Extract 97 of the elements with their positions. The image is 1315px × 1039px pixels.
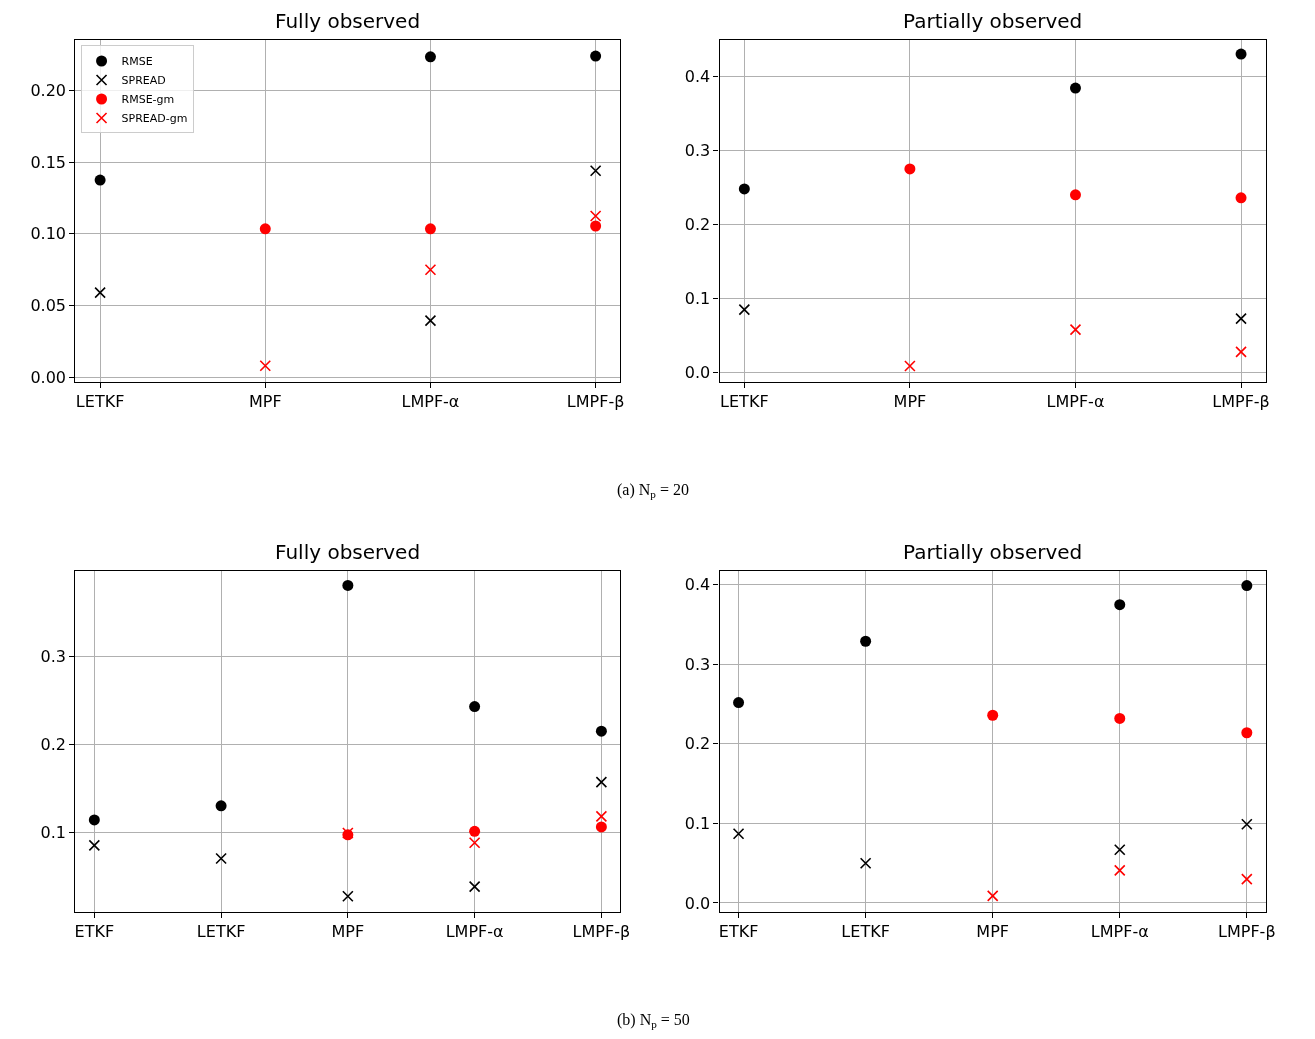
point <box>1241 873 1253 885</box>
y-tick-label: 0.4 <box>684 66 711 86</box>
chart-title: Partially observed <box>903 540 1083 564</box>
point <box>904 360 916 372</box>
point <box>424 263 437 276</box>
point <box>94 174 106 186</box>
y-tick-label: 0.3 <box>40 647 67 667</box>
text: (b) N$_{p}$ = 50 <box>617 1011 690 1031</box>
point <box>986 890 999 902</box>
y-tick-label: 0.20 <box>30 81 67 101</box>
point <box>259 223 271 235</box>
legend-label: RMSE <box>121 55 153 69</box>
point <box>1114 599 1126 611</box>
point <box>595 821 607 833</box>
x-tick-label: LMPF-α <box>401 391 460 411</box>
x-tick-label: LMPF-α <box>1046 391 1105 411</box>
x-tick-label: LETKF <box>75 391 125 411</box>
x-tick-label: LMPF-α <box>1090 922 1149 942</box>
x-tick-label: LETKF <box>841 922 890 942</box>
point <box>1235 192 1247 204</box>
x-tick-label: ETKF <box>74 922 115 942</box>
y-tick-label: 0.3 <box>684 140 711 160</box>
x-tick-label: LMPF-α <box>445 922 504 942</box>
x-tick-label: MPF <box>248 391 282 411</box>
point <box>733 697 745 709</box>
point <box>589 165 602 177</box>
y-tick-label: 0.2 <box>40 734 67 754</box>
point <box>468 880 481 893</box>
x-tick-label: LMPF-β <box>566 391 625 411</box>
chart-title: Partially observed <box>903 9 1083 33</box>
point <box>424 223 436 235</box>
y-tick-label: 0.3 <box>684 654 711 674</box>
point <box>1113 864 1126 877</box>
y-tick-label: 0.4 <box>684 575 711 595</box>
point <box>1114 712 1126 724</box>
x-tick-label: MPF <box>331 922 365 942</box>
y-tick-label: 0.1 <box>684 289 711 309</box>
point <box>1241 727 1253 739</box>
point <box>595 725 607 737</box>
point <box>590 50 602 62</box>
x-tick-label: ETKF <box>718 922 759 942</box>
point <box>860 635 872 647</box>
x-tick-label: LMPF-β <box>572 922 631 942</box>
point <box>1241 580 1253 592</box>
point <box>259 359 272 372</box>
point <box>1235 346 1247 358</box>
x-tick-label: LETKF <box>196 922 246 942</box>
y-tick-label: 0.0 <box>684 363 711 383</box>
legend-label: SPREAD <box>121 74 166 88</box>
y-tick-label: 0.15 <box>30 152 67 172</box>
x-tick-label: LMPF-β <box>1218 922 1276 942</box>
x-tick-label: MPF <box>893 391 927 411</box>
x-tick-label: MPF <box>976 922 1010 942</box>
x-tick-label: LMPF-β <box>1212 391 1270 411</box>
point <box>738 303 751 316</box>
point <box>342 579 354 591</box>
point <box>469 701 481 713</box>
point <box>859 857 872 870</box>
point <box>88 814 100 826</box>
point <box>215 800 227 812</box>
point <box>738 183 750 195</box>
y-tick-label: 0.2 <box>684 734 711 754</box>
point <box>468 836 481 849</box>
point <box>904 163 916 175</box>
point <box>1069 323 1082 336</box>
point <box>732 827 745 840</box>
x-tick-label: LETKF <box>720 391 769 411</box>
point <box>590 220 602 232</box>
point <box>342 890 354 903</box>
point <box>1241 818 1253 831</box>
y-tick-label: 0.05 <box>30 296 67 316</box>
point <box>595 776 608 788</box>
point <box>589 210 602 222</box>
point <box>1113 843 1126 856</box>
chart-title: Fully observed <box>275 540 421 564</box>
y-tick-label: 0.2 <box>684 215 711 235</box>
y-tick-label: 0.00 <box>30 367 67 387</box>
point <box>424 51 436 63</box>
y-tick-label: 0.1 <box>40 822 67 842</box>
y-tick-label: 0.1 <box>684 814 711 834</box>
point <box>424 314 437 327</box>
point <box>215 852 227 865</box>
point <box>595 810 608 823</box>
point <box>1069 189 1081 201</box>
point <box>1235 312 1247 325</box>
point <box>987 709 999 721</box>
legend-label: SPREAD-gm <box>121 112 188 126</box>
text: (a) N$_{p}$ = 20 <box>617 481 689 501</box>
point <box>94 286 106 299</box>
y-tick-label: 0.10 <box>30 224 67 244</box>
point <box>88 839 101 852</box>
y-tick-label: 0.0 <box>684 893 711 913</box>
point <box>1069 82 1081 94</box>
legend-label: RMSE-gm <box>121 93 175 107</box>
point <box>1235 48 1247 60</box>
point <box>469 825 481 837</box>
chart-title: Fully observed <box>275 9 421 33</box>
